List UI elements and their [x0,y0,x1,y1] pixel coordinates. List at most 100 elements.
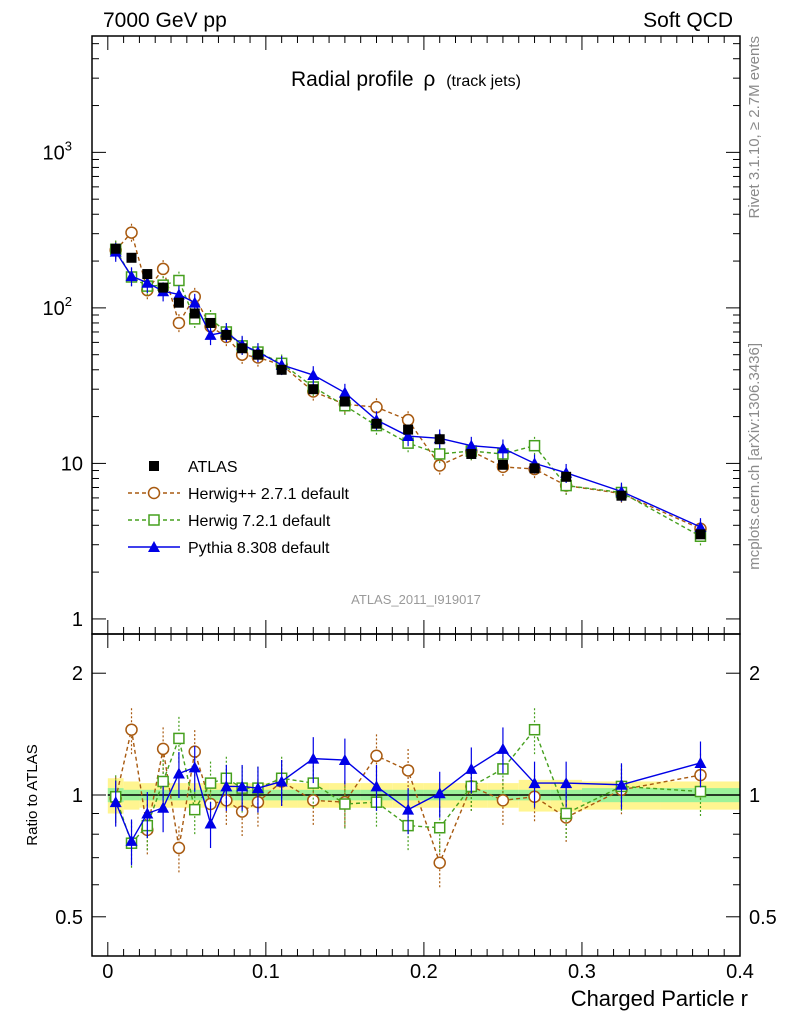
data-point [141,276,154,288]
data-point [615,778,628,790]
data-point [173,732,185,745]
data-point [172,767,185,779]
data-point [307,369,320,381]
data-point [125,723,138,736]
legend-marker [147,486,161,500]
x-axis-label: Charged Particle r [571,986,748,1011]
legend-label: Herwig++ 2.7.1 default [188,486,350,503]
data-point [338,386,351,398]
data-point [694,785,707,798]
ratio-y-tick-label: 1 [72,785,83,807]
data-point [466,448,477,459]
ratio-y-tick-label: 0.5 [55,907,83,929]
data-point [496,442,509,454]
data-point [528,439,541,452]
data-point [401,413,415,427]
data-point [172,316,186,330]
data-point [433,787,446,799]
data-point [370,780,383,792]
x-tick-label: 0.3 [568,961,596,983]
series-line [115,747,701,843]
data-point [434,434,445,445]
data-point [189,308,200,319]
data-point [339,798,351,810]
data-point [694,756,707,768]
data-point [402,803,415,815]
data-point [529,463,540,474]
legend: ATLAS Herwig++ 2.7.1 default Herwig 7.2.1 … [128,459,350,557]
data-point [110,243,121,254]
data-point [156,262,170,276]
legend-entry-herwig-7-2-1-default: Herwig 7.2.1 default [128,513,331,530]
data-point [204,777,217,789]
data-point [401,764,415,777]
source-label: mcplots.cern.ch [arXiv:1306.3436] [746,343,763,570]
legend-marker [149,461,159,471]
data-point [204,817,217,829]
y-tick-label: 1 [72,609,83,631]
series-pythia-8-308-default [109,727,707,866]
data-point [236,780,249,792]
data-point [205,317,216,328]
ratio-y-tick-label-right: 0.5 [749,907,777,929]
legend-label: Pythia 8.308 default [188,540,330,557]
series-line [115,728,701,845]
ratio-y-tick-label-right: 2 [749,663,760,685]
legend-label: ATLAS [188,459,238,476]
data-point [220,780,233,792]
data-point [141,807,154,819]
x-tick-label: 0 [102,961,113,983]
data-point [125,834,138,846]
data-point [561,471,572,482]
data-point [125,270,138,282]
y-tick-label: 10 [61,453,83,475]
data-point [433,448,446,460]
data-point [109,796,122,808]
y-tick-label: 103 [43,138,72,164]
data-point [371,418,382,429]
data-point [172,288,185,300]
ratio-panel: 0.5 0.5 1 1 2 2 0 0.1 0.2 0.3 0.4 Ratio to ATLAS C… [24,633,777,1011]
data-point [173,297,184,308]
main-title-text: Radial profile [291,68,414,91]
main-title-rho: ρ [423,68,435,91]
analysis-label: ATLAS_2011_I919017 [351,592,481,607]
ratio-y-tick-label: 2 [72,663,83,685]
data-point [252,349,263,360]
data-point [528,777,541,789]
data-point [125,226,138,239]
data-point [157,775,169,788]
legend-entry-pythia-8-308-default: Pythia 8.308 default [128,540,330,557]
data-point [403,424,414,435]
data-point [126,252,137,263]
data-point [616,490,627,501]
legend-label: Herwig 7.2.1 default [188,513,331,530]
data-point [402,430,415,442]
series-line [115,231,701,530]
data-point [528,723,541,736]
data-point [496,742,509,754]
data-point [339,396,350,407]
main-title-sub: (track jets) [446,73,521,90]
data-point [188,296,201,308]
data-point [496,794,510,807]
data-point [156,742,170,756]
header-right: Soft QCD [643,9,733,32]
data-point [204,328,217,340]
data-point [157,801,170,813]
data-point [465,762,478,774]
data-point [188,761,201,773]
legend-marker [148,541,160,552]
legend-entry-herwig-2-7-1-default: Herwig++ 2.7.1 default [128,486,350,503]
data-point [560,807,572,820]
data-point [237,343,248,354]
legend-marker [148,514,160,526]
ratio-y-tick-label-right: 1 [749,785,760,807]
data-point [251,782,264,794]
ratio-ylabel: Ratio to ATLAS [24,744,41,845]
data-point [158,282,169,293]
data-point [173,274,185,287]
y-tick-label: 102 [43,294,72,320]
rivet-label: Rivet 3.1.10, ≥ 2.7M events [746,36,763,219]
